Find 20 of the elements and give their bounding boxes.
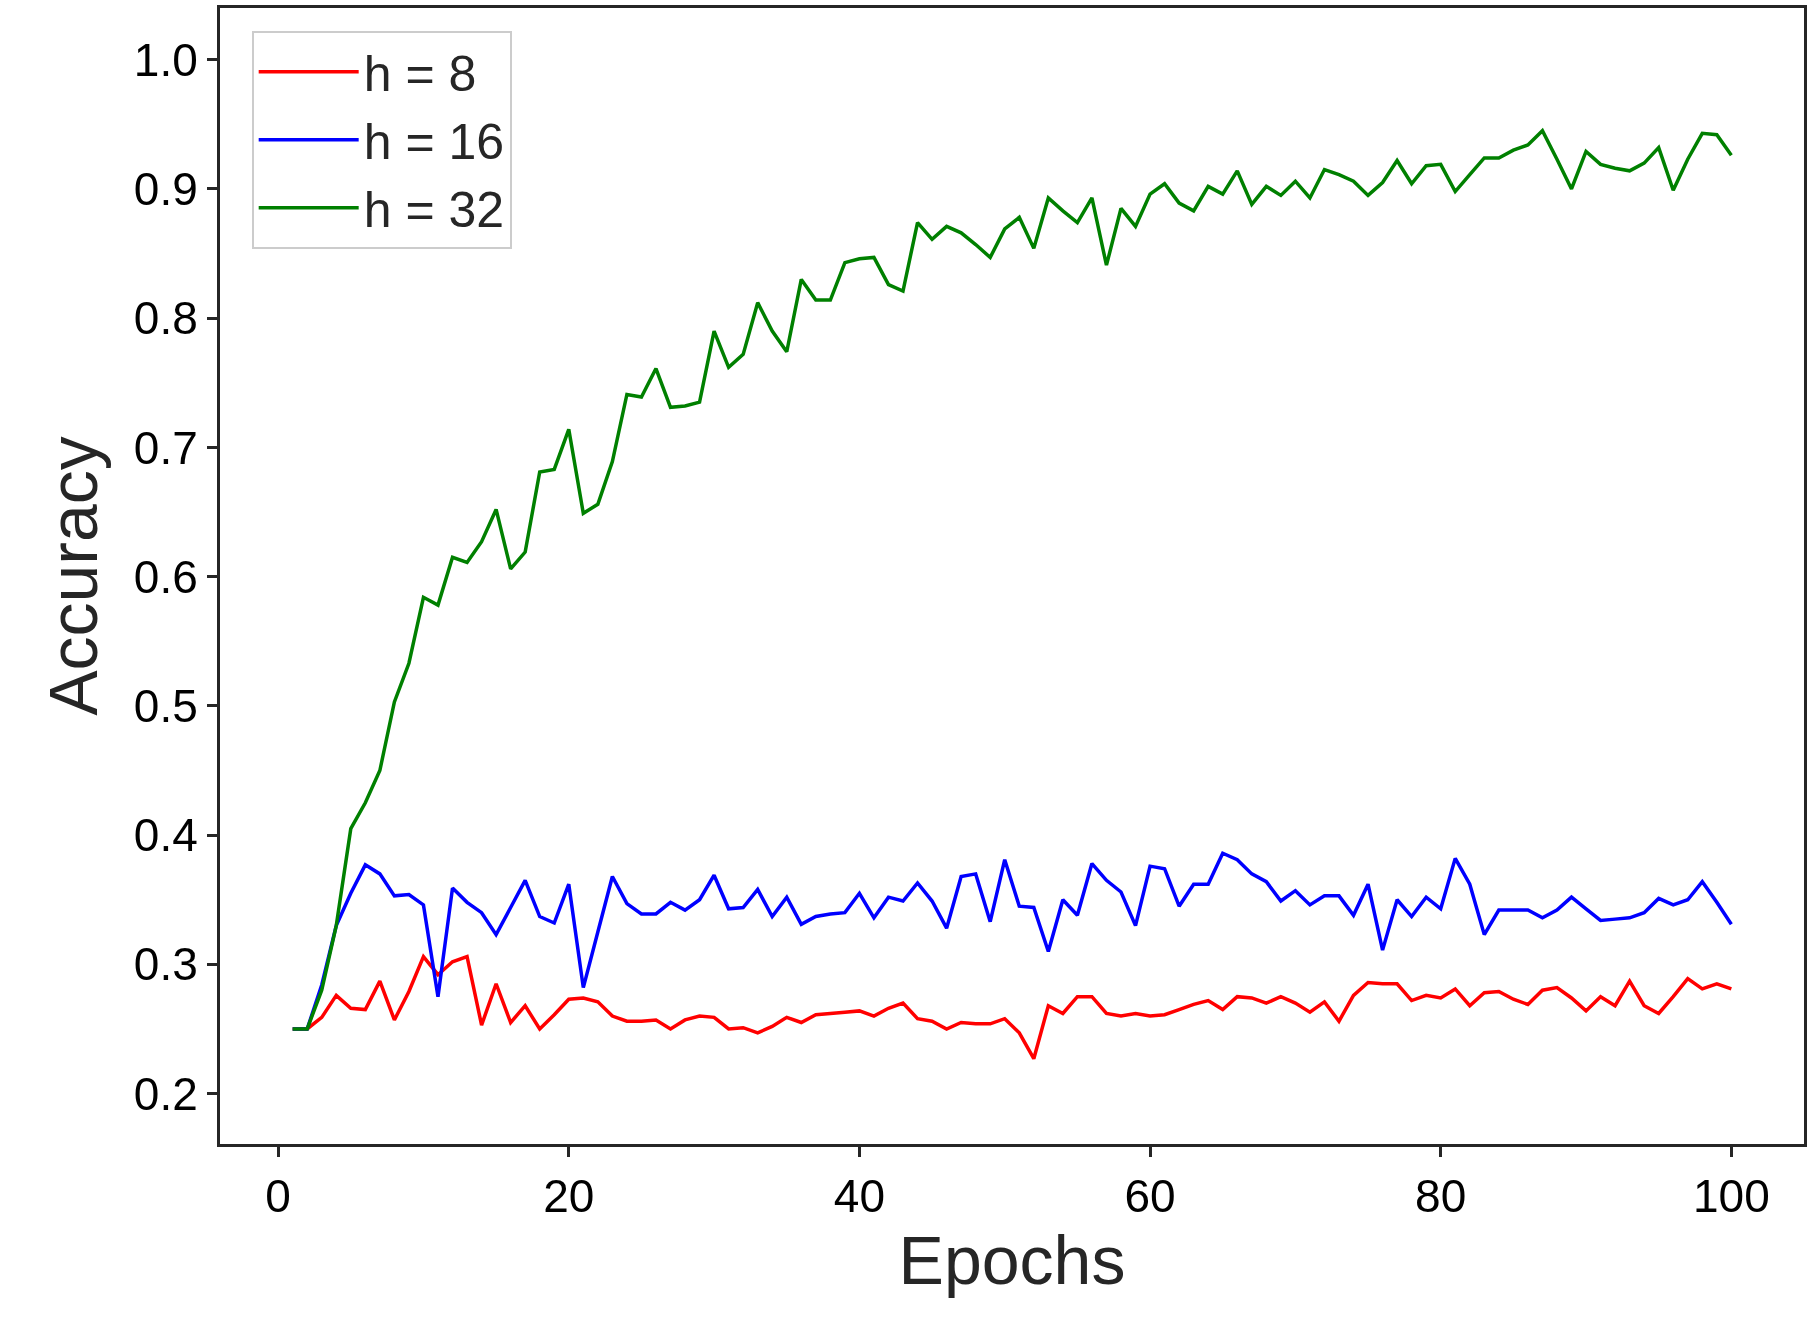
y-tick-label: 0.5 [133,679,198,732]
y-tick-label: 0.2 [133,1067,198,1120]
x-tick-label: 100 [1692,1170,1770,1223]
y-tick-label: 0.8 [133,292,198,345]
y-tick-label: 1.0 [133,33,198,86]
y-axis-title: Accuracy [34,436,111,716]
x-axis-title: Epochs [898,1222,1126,1299]
y-tick-label: 0.4 [133,809,198,862]
x-tick-label: 40 [833,1170,885,1223]
legend-label: h = 16 [363,114,505,171]
x-tick-label: 0 [265,1170,291,1223]
legend-label: h = 8 [363,46,477,103]
y-tick-label: 0.9 [133,163,198,216]
x-tick-label: 80 [1415,1170,1467,1223]
x-tick-label: 60 [1124,1170,1176,1223]
y-tick-label: 0.6 [133,550,198,603]
legend-label: h = 32 [363,182,505,239]
y-tick-label: 0.3 [133,938,198,991]
x-tick-label: 20 [543,1170,595,1223]
y-tick-label: 0.7 [133,421,198,474]
